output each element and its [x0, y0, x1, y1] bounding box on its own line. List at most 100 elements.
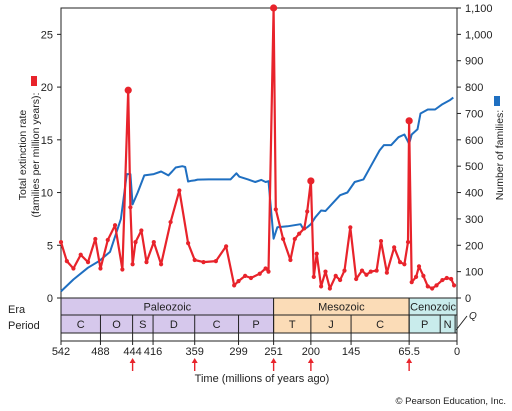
period-row-label: Period: [8, 320, 40, 332]
period-label: J: [328, 319, 334, 331]
extinction-point: [243, 273, 248, 278]
extinction-point: [213, 258, 218, 264]
extinction-point: [397, 260, 403, 265]
left-axis: 0 5 10 15 20 25: [41, 29, 61, 305]
period-label: O: [112, 319, 121, 331]
extinction-point: [139, 228, 144, 233]
extinction-point: [168, 219, 173, 225]
extinction-point: [425, 284, 430, 289]
x-tick-label: 359: [186, 346, 204, 358]
families-series-line: [60, 96, 454, 293]
extinction-point: [342, 268, 347, 273]
geologic-timescale: Paleozoic Mesozoic Cenozoic C O S D C P T J C P N Q: [60, 297, 477, 334]
extinction-point: [297, 231, 302, 236]
period-label: C: [213, 319, 221, 331]
left-axis-legend-swatch: [31, 76, 37, 86]
extinction-point: [402, 262, 407, 267]
extinction-point: [78, 252, 83, 257]
extinction-point: [128, 205, 133, 210]
right-axis-title-text: Number of families:: [494, 110, 506, 200]
left-tick-label: 15: [41, 135, 53, 147]
extinction-point: [232, 283, 237, 288]
period-label: T: [289, 319, 296, 331]
right-tick-label: 200: [465, 240, 483, 252]
extinction-point: [224, 244, 229, 249]
extinction-point: [263, 266, 268, 271]
extinction-point: [323, 269, 328, 274]
extinction-point: [364, 272, 369, 277]
extinction-point: [305, 209, 310, 214]
x-tick-label: 0: [454, 346, 460, 358]
era-row-label: Era: [8, 304, 26, 316]
mass-extinction-arrowhead: [307, 358, 314, 363]
extinction-point: [201, 260, 206, 265]
extinction-point: [421, 273, 426, 278]
extinction-point: [416, 264, 422, 269]
extinction-peak-point: [405, 117, 413, 125]
x-axis-title: Time (millions of years ago): [195, 373, 330, 385]
right-tick-label: 100: [465, 267, 483, 279]
extinction-point: [368, 269, 373, 274]
extinction-point: [177, 188, 182, 193]
mass-extinction-arrowhead: [191, 358, 198, 363]
extinction-point: [354, 276, 359, 282]
extinction-point: [120, 267, 125, 272]
extinction-point: [384, 270, 389, 275]
extinction-point: [151, 240, 156, 245]
right-tick-label: 0: [465, 293, 471, 305]
left-tick-label: 25: [41, 29, 53, 41]
period-label: N: [444, 319, 452, 331]
right-axis-title: Number of families:: [494, 110, 506, 200]
extinction-point: [392, 245, 397, 250]
right-tick-label: 500: [465, 161, 483, 173]
extinction-point: [93, 236, 98, 242]
extinction-point: [133, 240, 138, 245]
extinction-point: [85, 260, 91, 265]
period-label: C: [77, 319, 85, 331]
quaternary-leader: [455, 315, 468, 331]
extinction-peak-point: [307, 177, 315, 185]
extinction-point: [281, 236, 286, 242]
extinction-point: [337, 277, 343, 283]
extinction-point: [413, 274, 419, 280]
extinction-peak-point: [124, 86, 132, 94]
extinction-point: [288, 257, 293, 263]
extinction-point: [405, 240, 411, 245]
extinction-point: [71, 266, 76, 271]
x-tick-label: 444: [123, 346, 141, 358]
extinction-point: [314, 251, 319, 256]
extinction-point: [192, 257, 197, 263]
extinction-point: [112, 223, 118, 228]
mass-extinction-arrowhead: [270, 358, 277, 363]
x-tick-label: 542: [52, 346, 70, 358]
extinction-point: [257, 271, 262, 276]
x-tick-label: 145: [342, 346, 360, 358]
mass-extinction-arrowhead: [406, 358, 413, 363]
era-label: Mesozoic: [318, 302, 365, 314]
right-tick-label: 400: [465, 188, 483, 200]
period-label: P: [421, 319, 428, 331]
extinction-point: [327, 286, 332, 291]
extinction-point: [266, 269, 271, 274]
right-axis: 0 100 200 300 400 500 600 700 800 900 1,000 1,100: [457, 3, 493, 305]
extinction-point: [319, 284, 324, 289]
era-label: Paleozoic: [143, 302, 191, 314]
right-tick-label: 800: [465, 82, 483, 94]
x-axis: 542 488 444 416 359 299 251 200 145 65.5 0: [52, 333, 460, 371]
extinction-point: [302, 226, 307, 231]
period-label: D: [170, 319, 178, 331]
right-tick-label: 900: [465, 56, 483, 68]
copyright-notice: © Pearson Education, Inc.: [395, 396, 506, 407]
right-tick-label: 700: [465, 108, 483, 120]
extinction-point: [451, 283, 457, 288]
extinction-point: [449, 276, 454, 282]
extinction-point: [98, 266, 103, 271]
x-tick-label: 251: [264, 346, 282, 358]
left-tick-label: 10: [41, 188, 53, 200]
extinction-point: [158, 262, 164, 267]
right-axis-legend-swatch: [494, 96, 500, 106]
extinction-point: [430, 286, 435, 291]
mass-extinction-arrowhead: [129, 358, 136, 363]
extinction-point: [248, 275, 254, 281]
